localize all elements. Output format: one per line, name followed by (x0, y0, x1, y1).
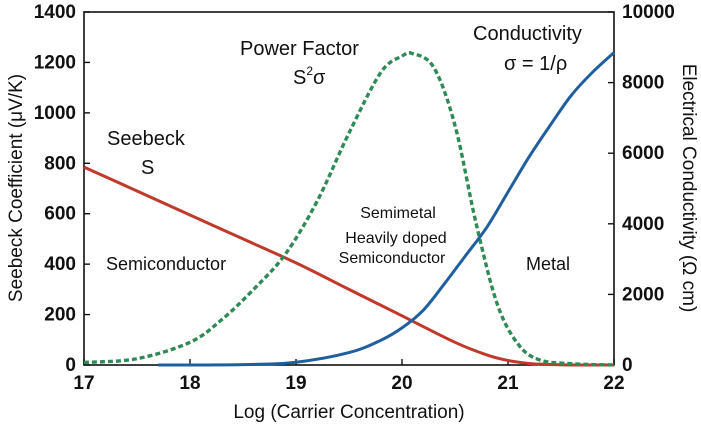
series-line-seebeck-s (83, 165, 615, 367)
x-tick-label: 20 (391, 373, 412, 394)
x-tick-label: 22 (603, 373, 624, 394)
series-line-power-factor-s (83, 51, 615, 367)
power-factor-label: Power Factor (240, 38, 359, 60)
ticks-layer: 17 18 19 20 21 220200400600800100012001400020… (34, 2, 675, 394)
power-factor-formula: S2σ (293, 64, 326, 89)
y-left-tick-label: 800 (44, 153, 76, 174)
series-layer (83, 51, 616, 367)
plot-frame (83, 11, 615, 366)
seebeck-label: Seebeck (107, 128, 186, 150)
y-right-axis-title: Electrical Conductivity (Ω cm) (678, 64, 699, 313)
semiconductor-region-label: Semiconductor (106, 254, 226, 274)
y-left-tick-label: 1400 (34, 2, 76, 23)
heavily-doped-label: Heavily doped (345, 230, 446, 247)
conductivity-formula: σ = 1/ρ (504, 53, 567, 75)
y-left-axis-title: Seebeck Coefficient (μV/K) (6, 74, 27, 302)
x-tick-label: 19 (285, 373, 306, 394)
y-right-tick-label: 4000 (622, 214, 664, 235)
x-axis-title: Log (Carrier Concentration) (233, 402, 464, 423)
series-line-conductivity-1 (158, 51, 616, 367)
y-right-tick-label: 10000 (622, 2, 675, 23)
y-right-tick-label: 0 (622, 355, 633, 376)
y-left-tick-label: 1000 (34, 103, 76, 124)
x-tick-label: 17 (73, 373, 94, 394)
y-left-tick-label: 1200 (34, 52, 76, 73)
power-factor-sigma: σ (313, 67, 326, 89)
y-right-tick-label: 6000 (622, 143, 664, 164)
conductivity-label: Conductivity (473, 23, 582, 45)
y-left-tick-label: 200 (44, 305, 76, 326)
seebeck-symbol: S (141, 157, 154, 179)
x-tick-label: 18 (179, 373, 200, 394)
metal-region-label: Metal (526, 254, 570, 274)
y-right-tick-label: 2000 (622, 284, 664, 305)
power-factor-s: S (293, 67, 306, 89)
power-factor-exponent: 2 (306, 64, 313, 78)
heavily-doped-semiconductor-label: Semiconductor (339, 250, 446, 267)
semimetal-region-label: Semimetal (360, 205, 436, 222)
y-left-tick-label: 400 (44, 254, 76, 275)
y-right-tick-label: 8000 (622, 73, 664, 94)
y-left-tick-label: 0 (65, 355, 76, 376)
y-left-tick-label: 600 (44, 204, 76, 225)
x-tick-label: 21 (497, 373, 519, 394)
